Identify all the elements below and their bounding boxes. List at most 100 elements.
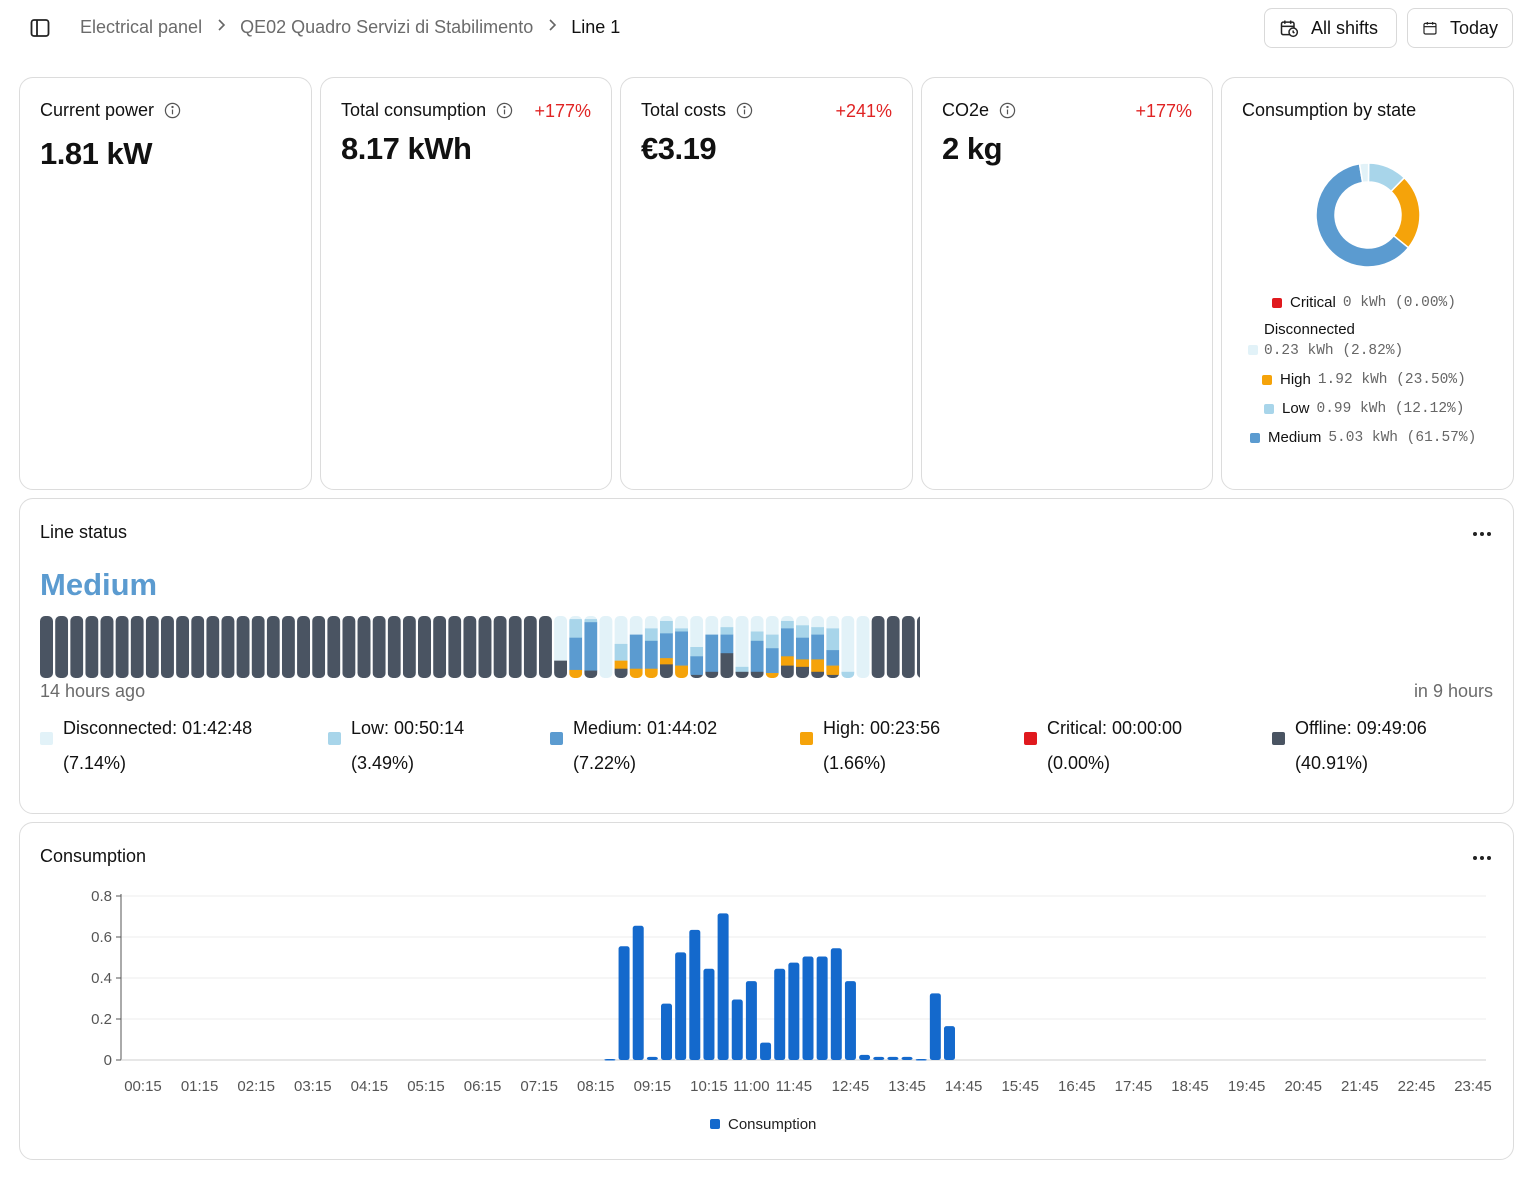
status-segment[interactable] xyxy=(675,616,689,678)
status-segment[interactable] xyxy=(55,616,69,678)
consumption-bar[interactable] xyxy=(915,1058,927,1061)
status-segment[interactable] xyxy=(796,616,809,678)
status-segment[interactable] xyxy=(478,616,492,678)
consumption-bar[interactable] xyxy=(675,952,687,1060)
status-segment[interactable] xyxy=(236,616,250,678)
status-segment[interactable] xyxy=(251,616,265,678)
consumption-bar[interactable] xyxy=(760,1042,772,1060)
status-segment[interactable] xyxy=(342,616,356,678)
status-segment[interactable] xyxy=(176,616,190,678)
status-segment[interactable] xyxy=(85,616,99,678)
legend-item-medium[interactable]: Medium 5.03 kWh (61.57%) xyxy=(1250,429,1498,446)
status-segment[interactable] xyxy=(614,616,628,678)
info-icon[interactable] xyxy=(736,102,753,119)
breadcrumb-electrical-panel[interactable]: Electrical panel xyxy=(80,17,203,37)
shifts-filter-button[interactable]: All shifts xyxy=(1264,8,1397,48)
status-segment[interactable] xyxy=(811,616,825,678)
status-segment[interactable] xyxy=(538,616,552,678)
legend-item-low[interactable]: Low 0.99 kWh (12.12%) xyxy=(1264,400,1498,417)
status-segment[interactable] xyxy=(841,616,855,678)
more-options-icon[interactable] xyxy=(1471,529,1493,539)
consumption-bar[interactable] xyxy=(901,1056,913,1060)
status-segment[interactable] xyxy=(191,616,205,678)
status-segment[interactable] xyxy=(765,616,779,678)
status-segment[interactable] xyxy=(901,616,915,678)
consumption-bar[interactable] xyxy=(703,968,715,1060)
status-segment[interactable] xyxy=(705,616,719,678)
status-segment[interactable] xyxy=(554,616,568,678)
status-segment[interactable] xyxy=(523,616,537,678)
status-segment[interactable] xyxy=(644,616,658,678)
consumption-bar[interactable] xyxy=(717,913,729,1060)
more-options-icon[interactable] xyxy=(1471,853,1493,863)
status-segment[interactable] xyxy=(659,616,673,678)
status-segment[interactable] xyxy=(735,616,749,678)
status-segment[interactable] xyxy=(780,616,794,678)
status-segment[interactable] xyxy=(387,616,401,678)
status-segment[interactable] xyxy=(826,616,840,678)
status-segment[interactable] xyxy=(130,616,144,678)
status-segment[interactable] xyxy=(160,616,174,678)
date-range-button[interactable]: Today xyxy=(1407,8,1513,48)
consumption-bar[interactable] xyxy=(731,999,743,1060)
sidebar-toggle-icon[interactable] xyxy=(28,16,52,40)
legend-item-disconnected[interactable]: Disconnected 0.23 kWh (2.82%) xyxy=(1248,321,1498,359)
donut-slice-medium[interactable] xyxy=(1315,162,1410,268)
consumption-bar[interactable] xyxy=(646,1056,658,1060)
status-segment[interactable] xyxy=(916,616,920,678)
consumption-bar[interactable] xyxy=(788,962,800,1060)
consumption-bar[interactable] xyxy=(943,1026,955,1060)
breadcrumb-panel[interactable]: QE02 Quadro Servizi di Stabilimento xyxy=(240,17,534,37)
info-icon[interactable] xyxy=(164,102,181,119)
consumption-bar[interactable] xyxy=(816,956,828,1060)
status-segment[interactable] xyxy=(266,616,280,678)
status-segment[interactable] xyxy=(720,616,734,678)
status-segment[interactable] xyxy=(463,616,477,678)
info-icon[interactable] xyxy=(999,102,1016,119)
donut-slice-disconnected[interactable] xyxy=(1358,162,1370,184)
status-segment[interactable] xyxy=(206,616,220,678)
consumption-bar[interactable] xyxy=(661,1003,673,1060)
consumption-bar[interactable] xyxy=(774,968,786,1060)
info-icon[interactable] xyxy=(496,102,513,119)
status-segment[interactable] xyxy=(750,616,764,678)
status-segment[interactable] xyxy=(115,616,129,678)
consumption-bar[interactable] xyxy=(604,1058,616,1061)
consumption-bar[interactable] xyxy=(632,925,644,1060)
status-segment[interactable] xyxy=(493,616,507,678)
status-timeline[interactable] xyxy=(40,615,920,679)
status-segment[interactable] xyxy=(402,616,416,678)
status-segment[interactable] xyxy=(433,616,447,678)
status-segment[interactable] xyxy=(629,616,643,678)
status-segment[interactable] xyxy=(690,616,704,678)
status-segment[interactable] xyxy=(100,616,114,678)
consumption-bar[interactable] xyxy=(873,1056,885,1060)
consumption-bar[interactable] xyxy=(929,993,941,1060)
status-segment[interactable] xyxy=(281,616,295,678)
consumption-bar[interactable] xyxy=(689,929,701,1060)
status-segment[interactable] xyxy=(584,616,598,678)
consumption-bar[interactable] xyxy=(618,946,630,1060)
status-segment[interactable] xyxy=(70,616,84,678)
legend-item-high[interactable]: High 1.92 kWh (23.50%) xyxy=(1262,371,1498,388)
status-segment[interactable] xyxy=(145,616,159,678)
status-segment[interactable] xyxy=(357,616,371,678)
legend-item-critical[interactable]: Critical 0 kWh (0.00%) xyxy=(1272,294,1498,311)
status-segment[interactable] xyxy=(856,616,870,678)
consumption-bar[interactable] xyxy=(745,981,757,1060)
status-segment[interactable] xyxy=(448,616,462,678)
consumption-bar[interactable] xyxy=(830,948,842,1060)
status-segment[interactable] xyxy=(886,616,900,678)
status-segment[interactable] xyxy=(372,616,386,678)
status-segment[interactable] xyxy=(418,616,431,678)
chart-legend[interactable]: Consumption xyxy=(710,1116,816,1133)
status-segment[interactable] xyxy=(40,616,53,678)
consumption-bar[interactable] xyxy=(887,1056,899,1060)
status-segment[interactable] xyxy=(297,616,311,678)
status-segment[interactable] xyxy=(327,616,341,678)
consumption-bar[interactable] xyxy=(802,956,814,1060)
consumption-bar[interactable] xyxy=(844,981,856,1060)
status-segment[interactable] xyxy=(599,616,613,678)
status-segment[interactable] xyxy=(871,616,885,678)
consumption-bar[interactable] xyxy=(859,1054,871,1060)
